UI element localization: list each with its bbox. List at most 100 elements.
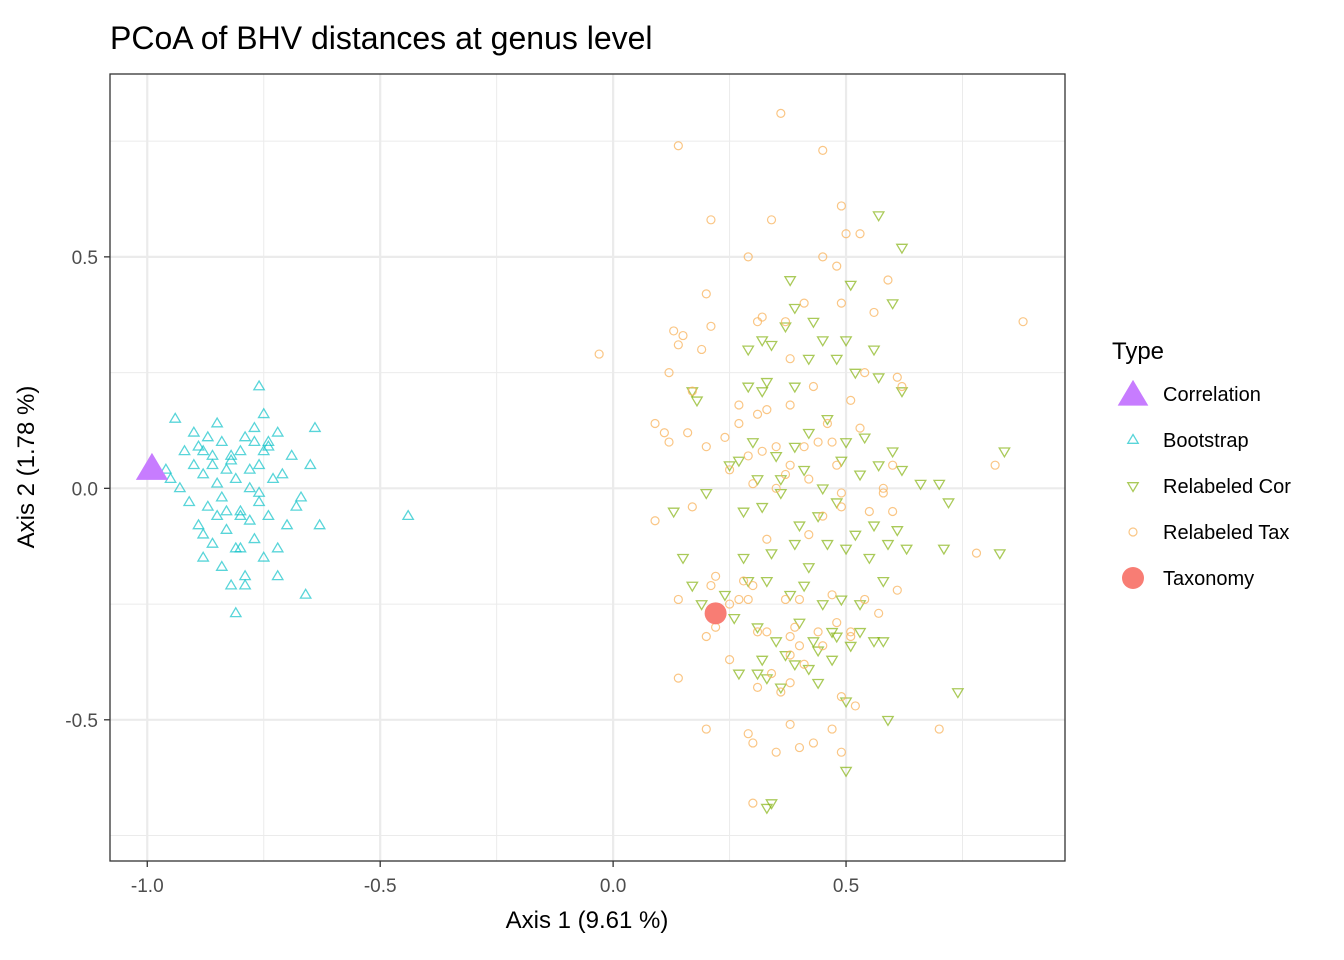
point-bootstrap [196, 467, 210, 479]
point-bootstrap [294, 490, 308, 502]
point-bootstrap [238, 578, 252, 590]
point-relabeled-tax [804, 530, 814, 540]
point-relabeled-tax [762, 534, 772, 544]
point-relabeled-cor [993, 549, 1007, 560]
point-relabeled-tax [766, 215, 777, 225]
y-axis: -0.5 0.0 0.5 [65, 248, 110, 732]
point-relabeled-tax [687, 386, 697, 396]
point-relabeled-cor [751, 669, 764, 681]
point-bootstrap [220, 463, 233, 474]
point-bootstrap [313, 518, 327, 530]
point-correlation [135, 452, 169, 480]
point-bootstrap [285, 449, 299, 460]
point-relabeled-cor [755, 655, 769, 667]
point-relabeled-cor [886, 299, 900, 310]
point-bootstrap [248, 421, 261, 433]
point-relabeled-tax [878, 488, 888, 498]
point-bootstrap [229, 606, 243, 618]
point-relabeled-tax [785, 400, 795, 410]
point-relabeled-tax [743, 451, 753, 461]
point-relabeled-cor [760, 674, 774, 685]
point-relabeled-tax [673, 594, 683, 605]
point-relabeled-cor [685, 387, 699, 398]
point-relabeled-cor [839, 697, 853, 709]
point-relabeled-cor [741, 345, 755, 357]
point-bootstrap [266, 472, 280, 484]
point-bootstrap [248, 435, 261, 446]
point-relabeled-cor [755, 336, 769, 347]
point-relabeled-cor [676, 553, 690, 565]
point-relabeled-tax [799, 659, 809, 669]
chart-title: PCoA of BHV distances at genus level [110, 20, 653, 56]
point-bootstrap [215, 560, 229, 571]
point-relabeled-cor [760, 803, 774, 815]
point-relabeled-tax [836, 488, 846, 498]
point-relabeled-tax [860, 367, 870, 378]
series-bootstrap [159, 379, 415, 618]
point-bootstrap [308, 421, 322, 433]
point-relabeled-tax [780, 594, 791, 605]
point-bootstrap [248, 532, 261, 544]
point-relabeled-cor [788, 660, 802, 672]
point-bootstrap [178, 444, 191, 456]
point-bootstrap [210, 509, 224, 521]
point-taxonomy [704, 602, 727, 625]
point-relabeled-tax [669, 326, 679, 336]
point-relabeled-tax [804, 474, 814, 484]
point-relabeled-tax [762, 627, 772, 637]
point-relabeled-tax [673, 141, 683, 151]
point-relabeled-tax [869, 307, 879, 318]
point-relabeled-tax [785, 719, 795, 730]
point-relabeled-tax [855, 229, 865, 239]
point-relabeled-cor [848, 368, 862, 380]
point-relabeled-cor [895, 387, 909, 398]
point-relabeled-tax [818, 641, 828, 651]
x-axis-title: Axis 1 (9.61 %) [506, 907, 669, 934]
legend-key-correlation [1117, 379, 1149, 406]
point-relabeled-cor [732, 669, 746, 681]
point-relabeled-cor [839, 544, 853, 556]
point-relabeled-cor [779, 651, 792, 662]
point-relabeled-tax [808, 738, 819, 748]
point-relabeled-tax [836, 201, 846, 211]
point-relabeled-cor [765, 340, 778, 352]
point-relabeled-cor [811, 646, 825, 658]
point-relabeled-tax [827, 724, 837, 734]
point-relabeled-cor [848, 530, 862, 542]
point-bootstrap [243, 481, 257, 493]
point-relabeled-cor [788, 442, 802, 454]
point-bootstrap [257, 444, 271, 456]
point-relabeled-cor [783, 276, 797, 287]
point-relabeled-tax [971, 548, 982, 558]
y-tick-label: 0.5 [72, 248, 98, 269]
point-relabeled-tax [724, 465, 735, 475]
point-relabeled-cor [774, 489, 788, 500]
point-bootstrap [206, 537, 219, 548]
point-bootstrap [234, 444, 247, 456]
point-relabeled-cor [839, 336, 853, 347]
point-relabeled-tax [846, 395, 856, 405]
point-relabeled-tax [813, 627, 823, 637]
y-axis-title: Axis 2 (1.78 %) [13, 386, 40, 549]
point-relabeled-cor [900, 544, 913, 556]
series-correlation [135, 452, 169, 480]
point-relabeled-tax [673, 340, 683, 350]
point-relabeled-tax [836, 692, 846, 702]
point-relabeled-tax [878, 483, 888, 493]
point-relabeled-cor [769, 637, 783, 648]
point-bootstrap [159, 463, 173, 474]
point-relabeled-tax [897, 381, 907, 392]
y-tick-label: 0.0 [72, 479, 98, 500]
point-relabeled-tax [724, 655, 735, 665]
point-bootstrap [187, 426, 201, 437]
point-relabeled-cor [667, 507, 681, 519]
point-relabeled-tax [687, 502, 697, 512]
point-bootstrap [401, 509, 415, 521]
point-relabeled-cor [737, 553, 750, 565]
point-bootstrap [303, 458, 317, 470]
point-relabeled-cor [811, 512, 825, 523]
point-bootstrap [252, 495, 266, 507]
point-relabeled-tax [650, 516, 660, 526]
point-relabeled-tax [711, 571, 721, 581]
